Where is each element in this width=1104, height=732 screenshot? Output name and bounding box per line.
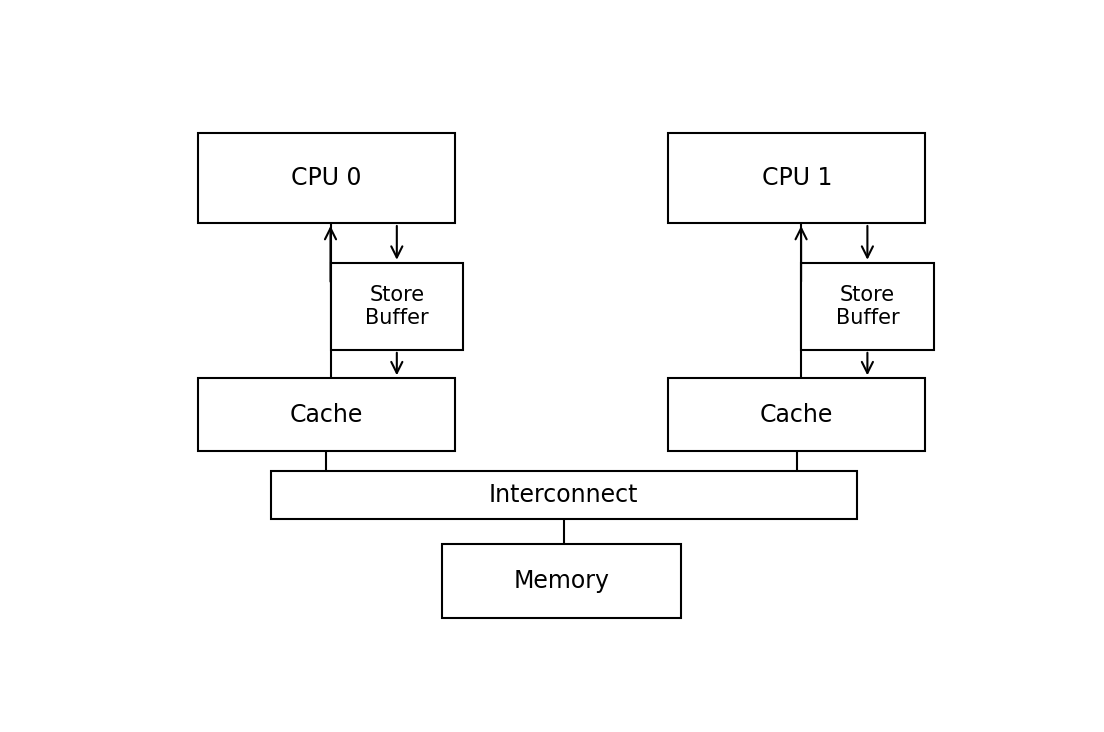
Text: Store
Buffer: Store Buffer [365, 285, 428, 328]
Text: CPU 1: CPU 1 [762, 166, 832, 190]
FancyBboxPatch shape [802, 263, 934, 350]
FancyBboxPatch shape [669, 133, 925, 223]
Text: Cache: Cache [289, 403, 363, 427]
FancyBboxPatch shape [669, 378, 925, 452]
Text: CPU 0: CPU 0 [291, 166, 361, 190]
FancyBboxPatch shape [198, 133, 455, 223]
FancyBboxPatch shape [270, 471, 857, 519]
FancyBboxPatch shape [198, 378, 455, 452]
FancyBboxPatch shape [442, 545, 681, 618]
Text: Cache: Cache [761, 403, 834, 427]
FancyBboxPatch shape [330, 263, 464, 350]
Text: Interconnect: Interconnect [489, 483, 638, 507]
Text: Memory: Memory [513, 569, 609, 593]
Text: Store
Buffer: Store Buffer [836, 285, 900, 328]
